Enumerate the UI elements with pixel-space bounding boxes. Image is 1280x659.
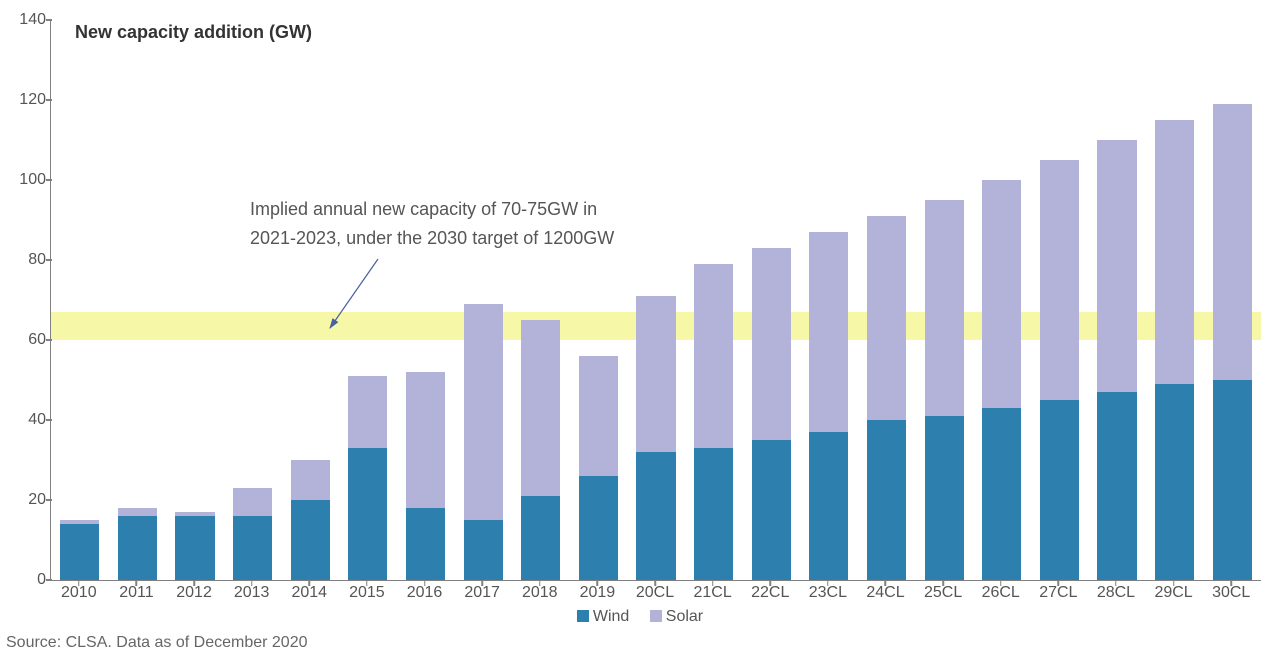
x-tick-label: 2018 [522,584,558,602]
legend-label-solar: Solar [666,608,703,625]
bar-wind [1213,380,1252,580]
y-tick-mark [46,579,52,581]
source-text: Source: CLSA. Data as of December 2020 [6,634,308,652]
x-tick-label: 2011 [119,584,153,602]
x-tick-label: 29CL [1154,584,1192,602]
x-tick-label: 20CL [636,584,674,602]
bar-wind [1155,384,1194,580]
x-tick-label: 2012 [176,584,212,602]
y-tick-mark [46,499,52,501]
x-tick-label: 23CL [809,584,847,602]
x-tick-label: 28CL [1097,584,1135,602]
bar-wind [521,496,560,580]
bar-wind [982,408,1021,580]
x-tick-label: 2019 [580,584,616,602]
bar-wind [60,524,99,580]
bar-wind [579,476,618,580]
x-tick-label: 2014 [291,584,327,602]
x-tick-label: 22CL [751,584,789,602]
capacity-chart: New capacity addition (GW) Implied annua… [0,0,1280,659]
x-tick-label: 2017 [464,584,500,602]
bar-wind [175,516,214,580]
x-tick-label: 26CL [982,584,1020,602]
x-tick-label: 27CL [1039,584,1077,602]
chart-title: New capacity addition (GW) [75,22,312,43]
x-tick-label: 24CL [866,584,904,602]
bar-wind [406,508,445,580]
y-tick-mark [46,419,52,421]
legend-item-solar: Solar [650,608,703,626]
y-tick-label: 120 [10,91,46,109]
bar-wind [348,448,387,580]
y-tick-mark [46,179,52,181]
bar-wind [118,516,157,580]
plot-area [50,20,1261,581]
legend-label-wind: Wind [593,608,629,625]
bar-wind [809,432,848,580]
y-tick-mark [46,339,52,341]
bar-wind [291,500,330,580]
y-tick-label: 40 [10,411,46,429]
bar-wind [925,416,964,580]
x-tick-label: 25CL [924,584,962,602]
y-tick-label: 100 [10,171,46,189]
legend-item-wind: Wind [577,608,629,626]
x-tick-label: 21CL [693,584,731,602]
y-tick-mark [46,99,52,101]
bar-wind [233,516,272,580]
bar-wind [867,420,906,580]
y-tick-mark [46,259,52,261]
bar-wind [1097,392,1136,580]
y-tick-label: 0 [10,571,46,589]
bar-wind [752,440,791,580]
annotation-text: Implied annual new capacity of 70-75GW i… [250,195,614,253]
legend-swatch-wind [577,610,589,622]
legend: Wind Solar [0,608,1280,626]
y-tick-mark [46,19,52,21]
x-tick-label: 2013 [234,584,270,602]
y-tick-label: 140 [10,11,46,29]
x-tick-label: 2010 [61,584,97,602]
annotation-line: Implied annual new capacity of 70-75GW i… [250,195,614,224]
x-tick-label: 30CL [1212,584,1250,602]
x-tick-label: 2016 [407,584,443,602]
bar-wind [694,448,733,580]
bar-wind [636,452,675,580]
y-tick-label: 20 [10,491,46,509]
bar-wind [1040,400,1079,580]
legend-swatch-solar [650,610,662,622]
y-tick-label: 80 [10,251,46,269]
bar-wind [464,520,503,580]
x-tick-label: 2015 [349,584,385,602]
annotation-line: 2021-2023, under the 2030 target of 1200… [250,224,614,253]
y-tick-label: 60 [10,331,46,349]
